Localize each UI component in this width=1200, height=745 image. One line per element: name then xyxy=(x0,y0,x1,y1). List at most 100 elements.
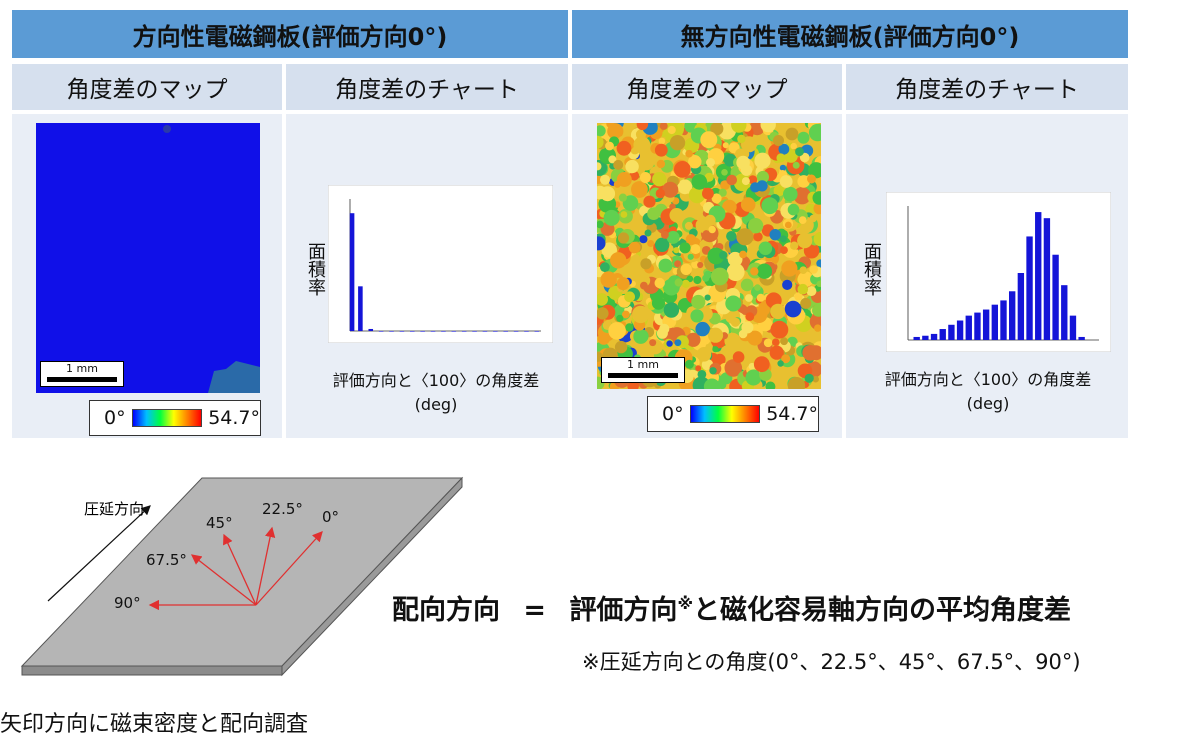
grain xyxy=(643,195,656,208)
histogram-bar xyxy=(441,331,446,332)
grain xyxy=(781,260,798,277)
histogram-bar xyxy=(956,320,964,340)
grain xyxy=(745,369,762,386)
grain xyxy=(656,159,666,169)
grain xyxy=(710,267,729,286)
map-header-2: 角度差のマップ xyxy=(572,64,842,110)
angle-arrow xyxy=(190,554,257,606)
histogram-bar xyxy=(982,309,990,340)
grain xyxy=(745,294,753,302)
histogram-bar xyxy=(948,324,955,340)
grain xyxy=(617,232,630,244)
grain xyxy=(597,293,608,306)
grain xyxy=(684,359,694,369)
grain xyxy=(691,294,706,310)
chart-cell-1: 面積率 評価方向と〈100〉の角度差 (deg) xyxy=(286,114,568,438)
grain xyxy=(721,169,728,176)
grain xyxy=(631,181,648,198)
grain xyxy=(597,162,602,171)
grain xyxy=(812,375,819,383)
histogram-bar xyxy=(358,286,363,331)
grain xyxy=(608,155,617,164)
grain xyxy=(674,339,682,347)
grain xyxy=(600,174,610,185)
grain xyxy=(787,377,806,389)
map-header-1: 角度差のマップ xyxy=(12,64,282,110)
grain xyxy=(688,155,702,169)
chart-background xyxy=(886,192,1111,352)
histogram-bar xyxy=(965,315,972,340)
histogram-bar xyxy=(939,329,946,340)
grain xyxy=(804,373,814,383)
grain xyxy=(608,322,626,340)
section-header-non-oriented: 無方向性電磁鋼板(評価方向0°) xyxy=(572,10,1128,58)
grain xyxy=(732,351,745,363)
sheet-front-edge xyxy=(21,665,283,676)
grain xyxy=(780,337,788,346)
grain xyxy=(685,149,693,158)
grain xyxy=(797,131,810,144)
grain xyxy=(712,346,719,353)
grain xyxy=(691,260,700,269)
histogram-bar xyxy=(493,331,498,332)
grain xyxy=(714,353,726,366)
x-axis-label: 評価方向と〈100〉の角度差 (deg) xyxy=(884,370,1092,413)
grain xyxy=(613,159,624,170)
grain xyxy=(753,356,770,373)
grain xyxy=(779,175,793,188)
grain xyxy=(625,159,639,174)
grain xyxy=(779,164,787,172)
grain xyxy=(652,172,667,187)
grain xyxy=(674,161,691,178)
histogram-bar xyxy=(1061,285,1068,340)
color-gradient xyxy=(131,409,203,427)
grain xyxy=(697,370,707,379)
grain xyxy=(628,241,641,254)
grain xyxy=(669,203,676,211)
histogram-bar xyxy=(409,331,415,332)
grain xyxy=(658,137,666,145)
angle-arrows: 0° 22.5° 45° 67.5° 90° xyxy=(114,500,339,612)
grain xyxy=(600,186,616,202)
grain xyxy=(718,188,727,197)
histogram-bar xyxy=(503,331,508,332)
grain xyxy=(649,339,657,347)
grain xyxy=(773,135,784,146)
histogram-bar xyxy=(534,331,540,332)
grain xyxy=(770,303,786,320)
grain xyxy=(769,229,781,241)
color-legend: 0° 54.7° xyxy=(647,396,819,432)
grain xyxy=(636,123,649,131)
grain xyxy=(658,258,673,273)
grain xyxy=(784,300,802,318)
grain xyxy=(719,251,728,260)
grain xyxy=(779,235,787,243)
grain xyxy=(647,240,655,247)
grain xyxy=(644,229,652,237)
grain xyxy=(798,216,807,224)
scale-bar: 1 mm xyxy=(601,357,685,383)
grain xyxy=(597,220,604,229)
grain xyxy=(597,307,609,320)
grain xyxy=(659,123,668,130)
histogram-bar xyxy=(1035,212,1042,340)
grain xyxy=(654,277,665,289)
grain xyxy=(754,152,771,169)
x-axis-label: 評価方向と〈100〉の角度差 (deg) xyxy=(332,371,540,414)
grain xyxy=(647,207,660,220)
grain xyxy=(703,378,721,389)
grain xyxy=(597,135,604,149)
angle-arrow xyxy=(255,531,323,606)
map-texture-2 xyxy=(597,123,821,389)
rolling-direction-arrow xyxy=(47,505,151,602)
grain xyxy=(808,162,821,179)
grain xyxy=(655,188,666,199)
grain xyxy=(726,231,737,242)
grain xyxy=(697,261,704,269)
grain xyxy=(806,286,817,297)
grain xyxy=(781,354,791,364)
grain xyxy=(808,123,821,142)
grain xyxy=(666,230,680,244)
chart-background xyxy=(328,185,553,343)
grain xyxy=(639,172,651,183)
